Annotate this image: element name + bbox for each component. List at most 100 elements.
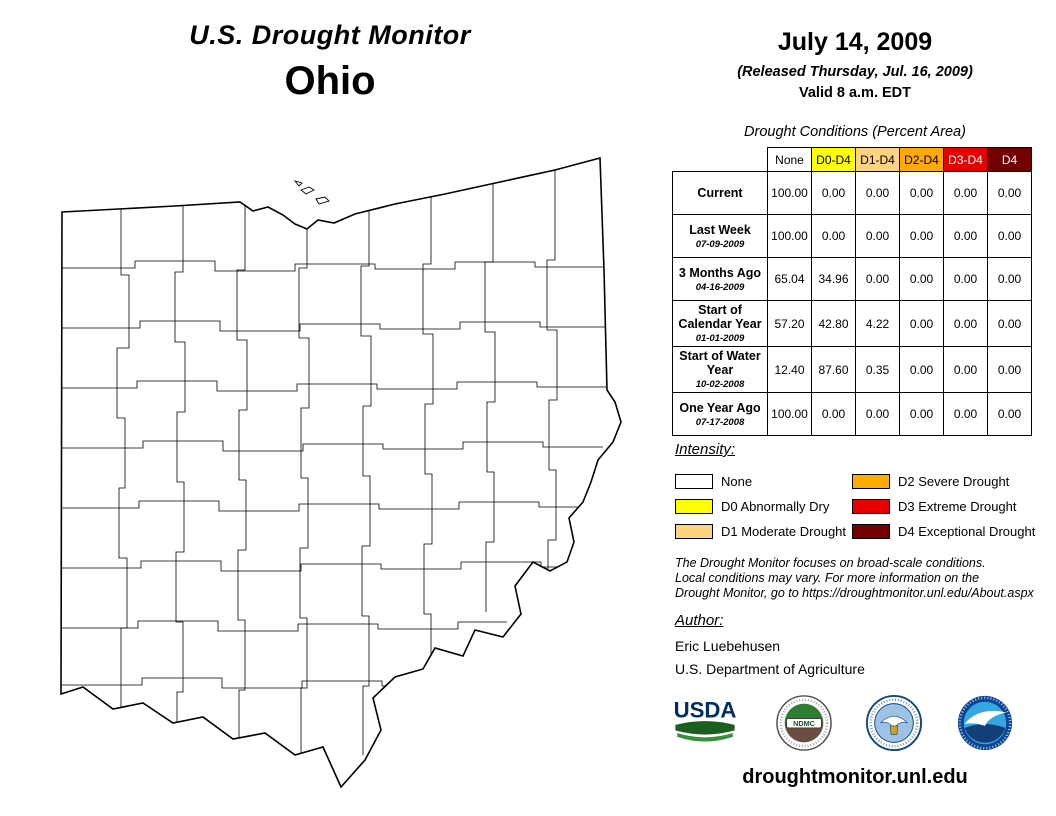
percent-cell: 0.00	[943, 300, 988, 347]
percent-cell: 0.00	[899, 257, 944, 301]
percent-cell: 0.00	[899, 214, 944, 258]
date-block: July 14, 2009 (Released Thursday, Jul. 1…	[660, 28, 1050, 101]
legend-item-d4: D4 Exceptional Drought	[852, 519, 1040, 544]
d3-swatch	[852, 499, 890, 514]
percent-cell: 12.40	[767, 346, 812, 393]
percent-cell: 0.00	[943, 392, 988, 436]
percent-cell: 0.00	[987, 346, 1032, 393]
legend-grid: None D0 Abnormally Dry D1 Moderate Droug…	[675, 469, 1040, 544]
percent-cell: 0.00	[987, 392, 1032, 436]
percent-cell: 0.00	[987, 214, 1032, 258]
percent-cell: 0.00	[987, 300, 1032, 347]
percent-cell: 0.00	[899, 392, 944, 436]
column-header-d4: D4	[987, 147, 1032, 172]
column-header-d3-d4: D3-D4	[943, 147, 988, 172]
table-title: Drought Conditions (Percent Area)	[744, 124, 966, 140]
percent-cell: 0.00	[899, 171, 944, 215]
none-swatch	[675, 474, 713, 489]
table-corner-cell	[672, 147, 768, 172]
percent-cell: 0.00	[855, 171, 900, 215]
d2-swatch	[852, 474, 890, 489]
percent-cell: 100.00	[767, 392, 812, 436]
noaa-logo	[957, 695, 1013, 751]
column-header-none: None	[767, 147, 812, 172]
website-url: droughtmonitor.unl.edu	[742, 766, 968, 788]
county-boundaries	[61, 168, 617, 770]
percent-cell: 100.00	[767, 171, 812, 215]
table-row-last-week: Last Week 07-09-2009 100.00 0.00 0.00 0.…	[672, 214, 1032, 258]
author-name: Eric Luebehusen	[675, 638, 781, 654]
percent-cell: 0.00	[855, 214, 900, 258]
lake-erie-islands	[293, 180, 330, 205]
percent-cell: 0.35	[855, 346, 900, 393]
percent-cell: 0.00	[899, 346, 944, 393]
percent-cell: 87.60	[811, 346, 856, 393]
row-label: Start of Calendar Year 01-01-2009	[672, 300, 768, 347]
table-header-row: None D0-D4 D1-D4 D2-D4 D3-D4 D4	[672, 147, 1032, 172]
percent-cell: 34.96	[811, 257, 856, 301]
percent-cell: 0.00	[811, 214, 856, 258]
percent-cell: 0.00	[943, 346, 988, 393]
d1-swatch	[675, 524, 713, 539]
d4-swatch	[852, 524, 890, 539]
report-date: July 14, 2009	[777, 28, 933, 56]
percent-cell: 4.22	[855, 300, 900, 347]
table-row-3-months-ago: 3 Months Ago 04-16-2009 65.04 34.96 0.00…	[672, 257, 1032, 301]
table-row-start-water-year: Start of Water Year 10-02-2008 12.40 87.…	[672, 346, 1032, 393]
disclaimer-line-3: Drought Monitor, go to https://droughtmo…	[675, 586, 1034, 600]
percent-cell: 0.00	[811, 171, 856, 215]
percent-cell: 0.00	[943, 171, 988, 215]
disclaimer-text: The Drought Monitor focuses on broad-sca…	[675, 556, 1034, 601]
row-label: 3 Months Ago 04-16-2009	[672, 257, 768, 301]
column-header-d1-d4: D1-D4	[855, 147, 900, 172]
percent-cell: 0.00	[987, 171, 1032, 215]
legend-item-none: None	[675, 469, 852, 494]
legend-title: Intensity:	[675, 441, 736, 458]
drought-conditions-table: None D0-D4 D1-D4 D2-D4 D3-D4 D4 Current …	[672, 147, 1032, 436]
doc-seal-logo	[866, 694, 923, 752]
author-block: Author: Eric Luebehusen U.S. Department …	[675, 612, 865, 677]
author-organization: U.S. Department of Agriculture	[675, 661, 865, 677]
table-row-one-year-ago: One Year Ago 07-17-2008 100.00 0.00 0.00…	[672, 392, 1032, 436]
author-heading: Author:	[675, 612, 724, 629]
table-row-current: Current 100.00 0.00 0.00 0.00 0.00 0.00	[672, 171, 1032, 215]
percent-cell: 0.00	[987, 257, 1032, 301]
release-date: (Released Thursday, Jul. 16, 2009)	[737, 64, 973, 80]
usda-logo: USDA	[674, 697, 737, 742]
row-label: Last Week 07-09-2009	[672, 214, 768, 258]
legend-item-d2: D2 Severe Drought	[852, 469, 1040, 494]
report-title: U.S. Drought Monitor	[189, 20, 471, 50]
row-label: Current	[672, 171, 768, 215]
valid-time: Valid 8 a.m. EDT	[798, 85, 911, 101]
svg-text:NDMC: NDMC	[793, 719, 816, 728]
percent-cell: 0.00	[899, 300, 944, 347]
disclaimer-line-2: Local conditions may vary. For more info…	[675, 571, 980, 585]
row-label: Start of Water Year 10-02-2008	[672, 346, 768, 393]
legend-item-d1: D1 Moderate Drought	[675, 519, 852, 544]
percent-cell: 57.20	[767, 300, 812, 347]
ohio-map-svg	[60, 156, 622, 789]
percent-cell: 42.80	[811, 300, 856, 347]
percent-cell: 0.00	[943, 214, 988, 258]
percent-cell: 0.00	[811, 392, 856, 436]
legend-item-d3: D3 Extreme Drought	[852, 494, 1040, 519]
disclaimer-line-1: The Drought Monitor focuses on broad-sca…	[675, 556, 986, 570]
state-outline	[60, 156, 622, 789]
title-block: U.S. Drought Monitor Ohio	[80, 20, 580, 104]
percent-cell: 65.04	[767, 257, 812, 301]
percent-cell: 0.00	[943, 257, 988, 301]
percent-cell: 0.00	[855, 257, 900, 301]
region-name: Ohio	[284, 59, 376, 103]
column-header-d2-d4: D2-D4	[899, 147, 944, 172]
ndmc-logo: NDMC	[775, 695, 832, 751]
ohio-county-map	[55, 150, 635, 795]
legend-item-d0: D0 Abnormally Dry	[675, 494, 852, 519]
percent-cell: 100.00	[767, 214, 812, 258]
d0-swatch	[675, 499, 713, 514]
svg-text:USDA: USDA	[674, 697, 737, 722]
column-header-d0-d4: D0-D4	[811, 147, 856, 172]
percent-cell: 0.00	[855, 392, 900, 436]
table-row-start-calendar-year: Start of Calendar Year 01-01-2009 57.20 …	[672, 300, 1032, 347]
row-label: One Year Ago 07-17-2008	[672, 392, 768, 436]
